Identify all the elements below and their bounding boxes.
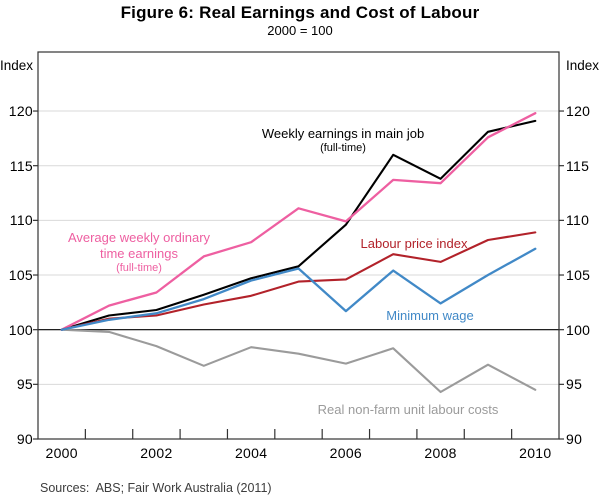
y-axis-label-right: 115 <box>566 157 590 174</box>
series-label-labour-price-index: Labour price index <box>314 236 514 252</box>
series-label-text: Real non-farm unit labour costs <box>317 402 499 417</box>
y-axis-label-left: 105 <box>8 267 33 284</box>
series-label-text: time earnings <box>99 246 179 261</box>
y-axis-label-left: 90 <box>16 431 33 447</box>
y-axis-label-left: 95 <box>16 376 33 393</box>
series-label-unit-labour-costs: Real non-farm unit labour costs <box>293 402 523 418</box>
y-axis-label-right: 120 <box>566 103 591 120</box>
chart-subtitle: 2000 = 100 <box>267 23 333 38</box>
chart-title: Figure 6: Real Earnings and Cost of Labo… <box>120 3 480 22</box>
series-label-weekly-earnings: Weekly earnings in main job (full-time) <box>228 126 458 155</box>
y-axis-label-left: 120 <box>8 103 33 120</box>
x-axis-label: 2008 <box>424 445 457 461</box>
x-axis-label: 2002 <box>140 445 173 461</box>
y-axis-label-right: 100 <box>566 321 591 338</box>
weekly-earnings-line <box>60 119 537 331</box>
y-axis-label-left: 110 <box>9 212 33 229</box>
unit-labour-costs-line <box>60 328 537 394</box>
series-label-text: Minimum wage <box>386 308 474 323</box>
minimum-wage-line <box>60 247 537 331</box>
series-label-text: Average weekly ordinary <box>67 230 211 245</box>
series-label-minimum-wage: Minimum wage <box>350 308 510 324</box>
x-axis-label: 2010 <box>519 445 552 461</box>
awote-line <box>60 112 537 331</box>
y-axis-label-right: 110 <box>566 212 590 229</box>
sources-note: Sources: ABS; Fair Work Australia (2011) <box>40 481 272 495</box>
series-sublabel-text: (full-time) <box>320 142 366 154</box>
x-axis-label: 2000 <box>45 445 78 461</box>
y-axis-label-right: 105 <box>566 267 591 284</box>
series-label-text: Labour price index <box>360 236 468 251</box>
y-axis-label-left: 115 <box>9 157 33 174</box>
x-axis-label: 2004 <box>234 445 268 461</box>
series-sublabel-text: (full-time) <box>116 262 162 274</box>
y-axis-label-right: 90 <box>566 431 583 447</box>
series-label-awote: Average weekly ordinary time earnings (ful… <box>39 230 239 275</box>
x-axis-label: 2006 <box>329 445 363 461</box>
plot-frame <box>37 51 560 440</box>
y-axis-label-right: 95 <box>566 376 583 393</box>
right-axis-unit-label: Index <box>566 58 600 73</box>
series-label-text: Weekly earnings in main job <box>261 126 425 141</box>
left-axis-unit-label: Index <box>0 58 34 73</box>
y-axis-label-left: 100 <box>8 321 33 338</box>
